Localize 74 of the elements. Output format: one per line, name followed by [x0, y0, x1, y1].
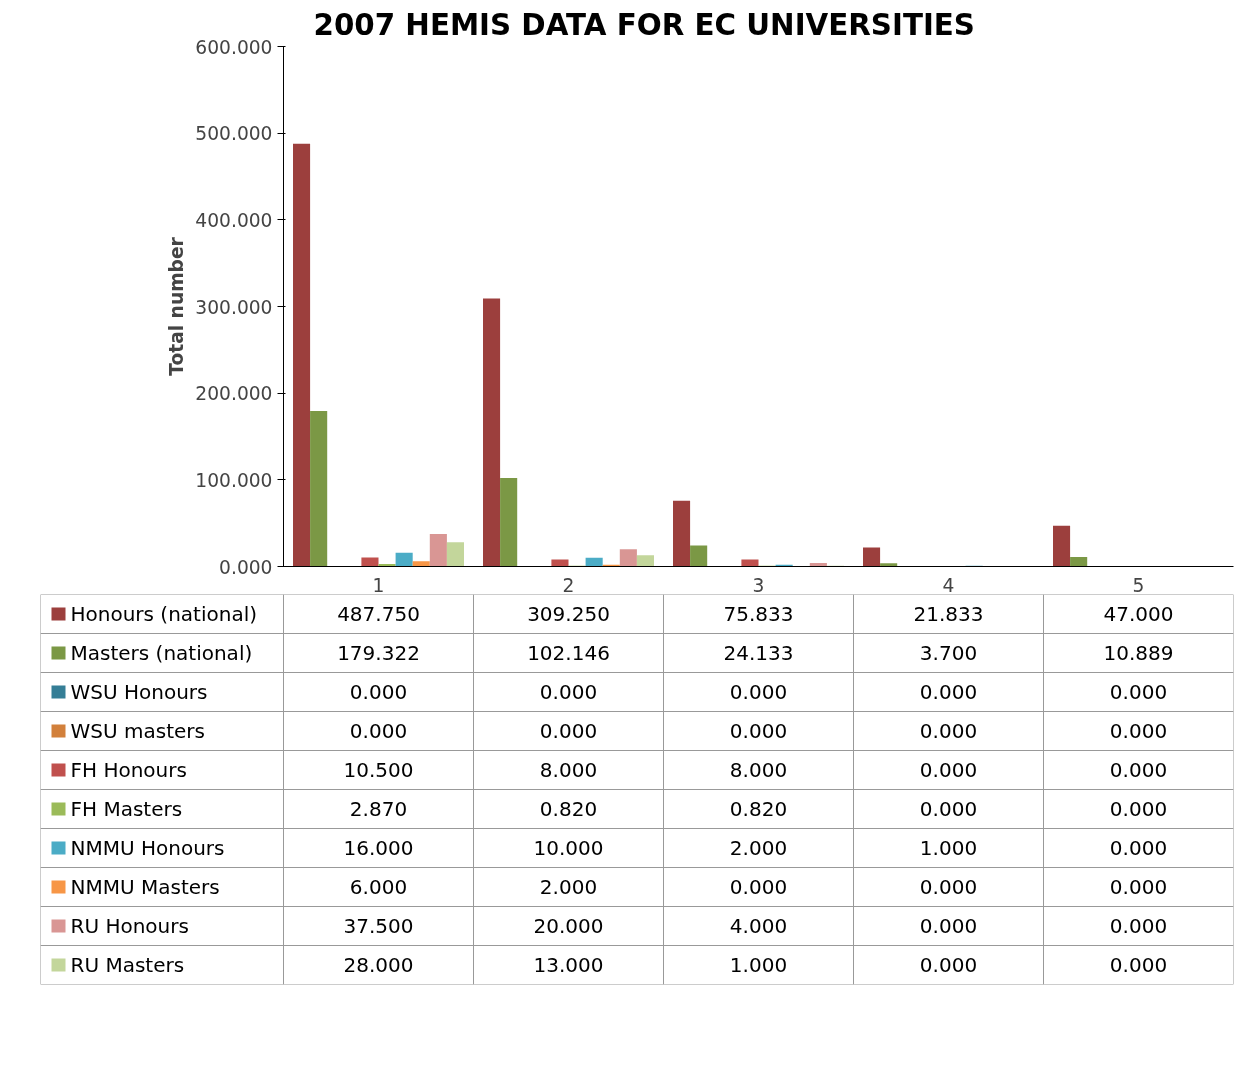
- data-label: 0.000: [539, 680, 598, 704]
- data-label: 28.000: [343, 953, 414, 977]
- data-label: 0.000: [919, 875, 978, 899]
- legend-label: FH Honours: [70, 758, 187, 782]
- y-axis-title: Total number: [166, 236, 188, 376]
- legend-label: RU Masters: [70, 953, 185, 977]
- x-tick-label: 1: [372, 574, 385, 596]
- x-tick-label: 4: [942, 574, 955, 596]
- data-label: 0.000: [1109, 914, 1168, 938]
- data-label: 2.000: [729, 836, 788, 860]
- data-label: 0.000: [1109, 719, 1168, 743]
- data-label: 0.000: [1109, 875, 1168, 899]
- x-tick-label: 2: [562, 574, 575, 596]
- data-label: 75.833: [723, 602, 794, 626]
- data-label: 21.833: [913, 602, 984, 626]
- data-label: 309.250: [527, 602, 610, 626]
- data-label: 0.000: [919, 953, 978, 977]
- data-label: 1.000: [919, 836, 978, 860]
- legend-label: WSU masters: [70, 719, 205, 743]
- x-tick-label: 3: [752, 574, 765, 596]
- legend-label: FH Masters: [70, 797, 183, 821]
- data-label: 0.000: [729, 680, 788, 704]
- data-label: 0.000: [729, 875, 788, 899]
- legend-label: NMMU Honours: [70, 836, 225, 860]
- data-label: 0.000: [539, 719, 598, 743]
- legend-label: NMMU Masters: [70, 875, 220, 899]
- data-label: 8.000: [539, 758, 598, 782]
- data-label: 24.133: [723, 641, 794, 665]
- data-label: 0.000: [919, 797, 978, 821]
- y-tick-label: 500.000: [195, 123, 273, 145]
- data-label: 1.000: [729, 953, 788, 977]
- data-label: 2.870: [349, 797, 408, 821]
- data-label: 47.000: [1103, 602, 1174, 626]
- data-label: 0.000: [349, 680, 408, 704]
- data-label: 3.700: [919, 641, 978, 665]
- legend-label: Honours (national): [70, 602, 258, 626]
- legend-label: Masters (national): [70, 641, 253, 665]
- data-label: 20.000: [533, 914, 604, 938]
- data-label: 8.000: [729, 758, 788, 782]
- data-label: 0.000: [919, 914, 978, 938]
- legend-label: RU Honours: [70, 914, 189, 938]
- data-label: 4.000: [729, 914, 788, 938]
- y-tick-label: 200.000: [195, 383, 273, 405]
- x-tick-label: 5: [1132, 574, 1145, 596]
- data-label: 0.000: [919, 680, 978, 704]
- data-label: 16.000: [343, 836, 414, 860]
- data-label: 179.322: [337, 641, 420, 665]
- data-label: 10.889: [1103, 641, 1174, 665]
- data-label: 102.146: [527, 641, 610, 665]
- y-tick-label: 300.000: [195, 296, 273, 318]
- chart-title: 2007 HEMIS DATA FOR EC UNIVERSITIES: [313, 7, 975, 42]
- data-label: 37.500: [343, 914, 414, 938]
- data-label: 0.000: [1109, 680, 1168, 704]
- data-label: 0.000: [729, 719, 788, 743]
- data-label: 0.820: [729, 797, 788, 821]
- data-label: 0.000: [1109, 758, 1168, 782]
- y-tick-label: 0.000: [219, 556, 273, 578]
- data-label: 0.820: [539, 797, 598, 821]
- data-label: 0.000: [1109, 836, 1168, 860]
- data-label: 10.500: [343, 758, 414, 782]
- legend-label: WSU Honours: [70, 680, 208, 704]
- data-label: 10.000: [533, 836, 604, 860]
- y-tick-label: 400.000: [195, 209, 273, 231]
- y-tick-label: 100.000: [195, 469, 273, 491]
- data-label: 0.000: [1109, 953, 1168, 977]
- y-tick-label: 600.000: [195, 36, 273, 58]
- data-label: 6.000: [349, 875, 408, 899]
- data-label: 0.000: [919, 758, 978, 782]
- data-label: 2.000: [539, 875, 598, 899]
- data-label: 487.750: [337, 602, 420, 626]
- data-label: 13.000: [533, 953, 604, 977]
- data-label: 0.000: [919, 719, 978, 743]
- data-label: 0.000: [1109, 797, 1168, 821]
- data-label: 0.000: [349, 719, 408, 743]
